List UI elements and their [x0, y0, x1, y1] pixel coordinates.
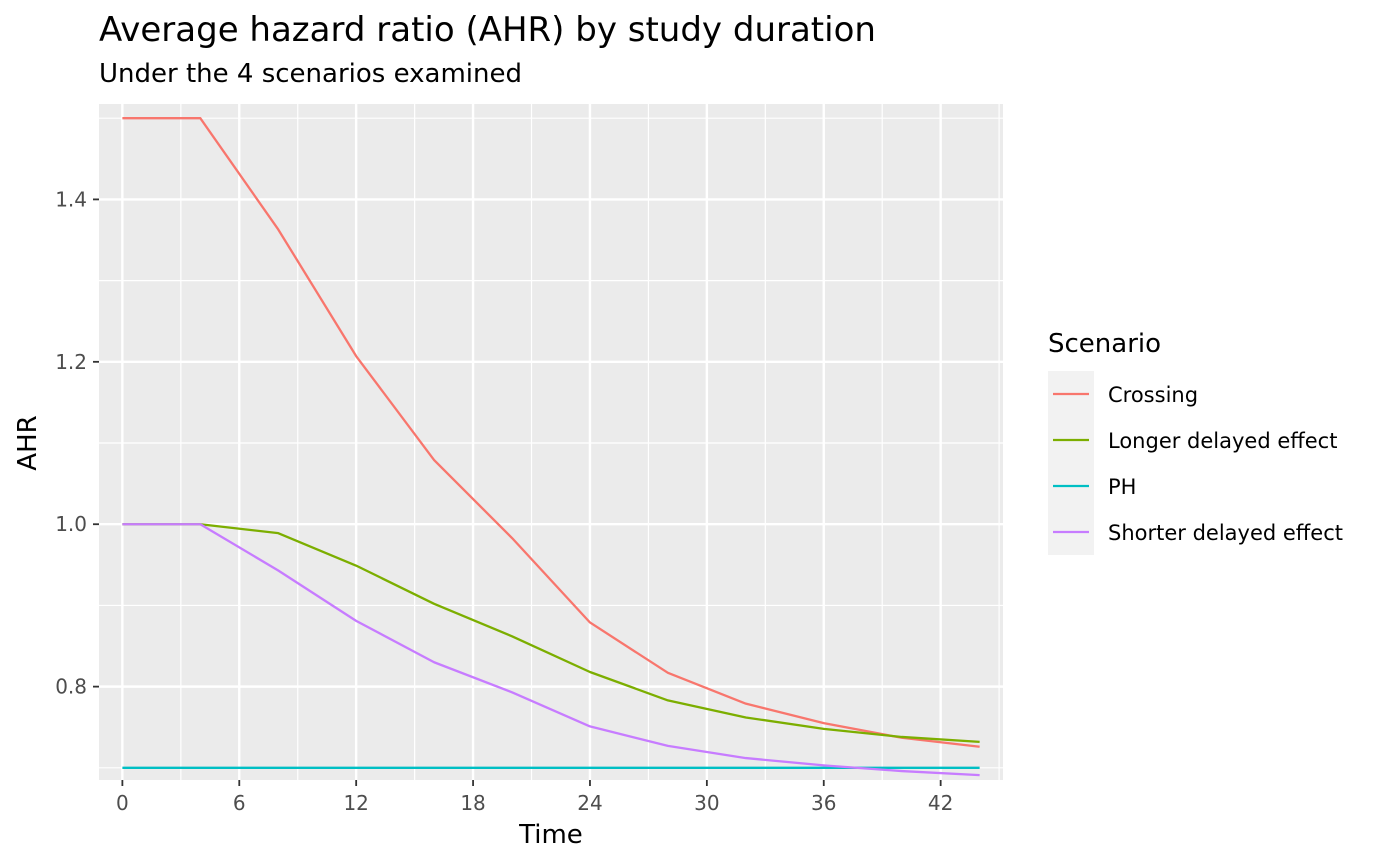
x-tick-label: 6: [233, 791, 246, 815]
x-tick-label: 12: [343, 791, 368, 815]
legend-label: PH: [1108, 475, 1136, 499]
series-lines: [122, 117, 980, 777]
x-tick-label: 24: [577, 791, 602, 815]
chart-subtitle: Under the 4 scenarios examined: [99, 59, 522, 89]
x-tick-label: 18: [460, 791, 485, 815]
legend-label: Shorter delayed effect: [1108, 521, 1343, 545]
y-tick-label: 1.4: [55, 187, 87, 211]
minor-gridlines: [99, 104, 1003, 780]
y-tick-label: 0.8: [55, 675, 87, 699]
x-tick-label: 30: [694, 791, 719, 815]
series-line: [122, 523, 980, 777]
legend-label: Crossing: [1108, 383, 1198, 407]
x-axis-title: Time: [518, 820, 583, 850]
legend: Crossing Longer delayed effect PH Shorter d…: [1048, 371, 1343, 555]
x-tick-label: 36: [811, 791, 836, 815]
legend-title: Scenario: [1048, 329, 1161, 359]
axis-ticks: 0 6 12 18 24 30 36 42 0.8 1.0 1.2 1.4: [55, 187, 953, 815]
y-tick-label: 1.2: [55, 350, 87, 374]
series-line: [122, 523, 980, 743]
y-axis-title: AHR: [13, 415, 43, 470]
major-gridlines: [99, 104, 1003, 780]
plot-panel: [99, 104, 1003, 780]
x-tick-label: 42: [928, 791, 953, 815]
x-tick-label: 0: [116, 791, 129, 815]
y-tick-label: 1.0: [55, 512, 87, 536]
chart-title: Average hazard ratio (AHR) by study dura…: [99, 10, 876, 50]
series-line: [122, 117, 980, 748]
legend-label: Longer delayed effect: [1108, 429, 1337, 453]
